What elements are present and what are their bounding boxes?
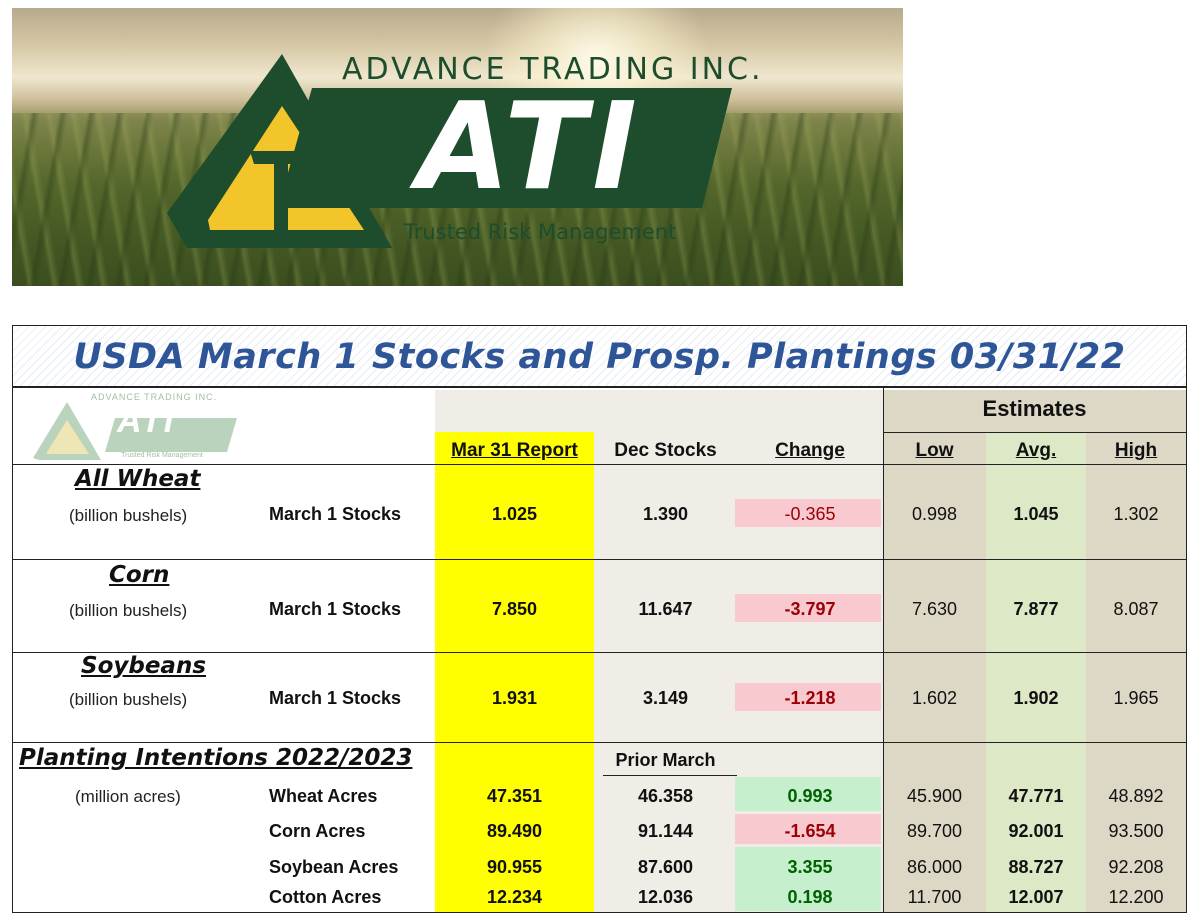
report-value: 1.025 [491, 504, 538, 524]
header-rule [13, 464, 1186, 465]
section-title-corn: Corn [109, 562, 170, 588]
report-table: USDA March 1 Stocks and Prosp. Plantings… [12, 325, 1187, 913]
change-cell [735, 814, 881, 844]
report-column-bg [435, 432, 594, 912]
logo-banner-icon [278, 88, 732, 208]
small-ati-logo-icon [33, 402, 237, 460]
change-value: -1.654 [784, 821, 836, 841]
low-value: 11.700 [907, 887, 962, 907]
estimates-header: Estimates [982, 396, 1087, 421]
prior-march-rule [603, 775, 737, 776]
header-change: Change [775, 440, 845, 461]
change-value: 3.355 [787, 857, 833, 877]
avg-value: 88.727 [1008, 857, 1064, 877]
change-cell [735, 847, 881, 911]
header-prior-stocks: Dec Stocks [614, 440, 717, 461]
prior-value: 1.390 [642, 504, 689, 524]
logo-text: ATI [417, 78, 643, 217]
tagline: Trusted Risk Management [404, 220, 677, 244]
report-value: 7.850 [491, 599, 538, 619]
unit-label: (million acres) [75, 787, 181, 806]
avg-value: 47.771 [1008, 786, 1064, 806]
high-value: 48.892 [1108, 786, 1164, 806]
prior-value: 12.036 [637, 887, 694, 907]
avg-value: 92.001 [1008, 821, 1064, 841]
avg-value: 1.902 [1013, 688, 1059, 708]
header-report: Mar 31 Report [451, 440, 578, 461]
prior-value: 3.149 [642, 688, 689, 708]
low-value: 7.630 [911, 599, 958, 619]
change-cell [735, 683, 881, 711]
row-label: March 1 Stocks [269, 688, 402, 708]
row-label: Soybean Acres [269, 857, 399, 877]
avg-value: 7.877 [1013, 599, 1059, 619]
title-bar: USDA March 1 Stocks and Prosp. Plantings… [13, 326, 1186, 388]
prior-value: 46.358 [637, 786, 694, 806]
header-high: High [1114, 440, 1158, 461]
estimates-divider [883, 432, 1186, 433]
prior-column-bg-body [594, 432, 737, 912]
unit-label: (billion bushels) [69, 690, 188, 709]
high-value: 8.087 [1113, 599, 1159, 619]
avg-column-bg [986, 432, 1086, 912]
row-label: Cotton Acres [269, 887, 382, 907]
header-low: Low [915, 440, 954, 461]
high-value: 1.302 [1113, 504, 1159, 524]
prior-value: 11.647 [638, 599, 693, 619]
change-value: -3.797 [784, 599, 836, 619]
banner: ADVANCE TRADING INC. ATI Trusted Risk Ma… [12, 8, 903, 286]
small-logo-company: ADVANCE TRADING INC. [91, 392, 218, 402]
prior-value: 87.600 [637, 857, 694, 877]
section-rule-2 [13, 652, 1186, 653]
prior-value: 91.144 [637, 821, 694, 841]
section-title-soybeans: Soybeans [81, 653, 207, 679]
row-label: March 1 Stocks [269, 504, 402, 524]
row-label: Corn Acres [269, 821, 366, 841]
report-value: 90.955 [486, 857, 543, 877]
estimates-left-rule [883, 388, 884, 912]
row-label: March 1 Stocks [269, 599, 402, 619]
change-value: -0.365 [784, 504, 836, 524]
row-label: Wheat Acres [269, 786, 378, 806]
change-cell [735, 777, 881, 811]
prior-column-bg [435, 390, 883, 432]
report-value: 12.234 [486, 887, 543, 907]
report-value: 89.490 [486, 821, 543, 841]
change-cell [735, 594, 881, 622]
section-rule-3 [13, 742, 1186, 743]
report-value: 47.351 [486, 786, 543, 806]
section-title-planting-intentions: Planting Intentions 2022/2023 [19, 745, 413, 771]
company-name: ADVANCE TRADING INC. [342, 52, 764, 87]
unit-label: (billion bushels) [69, 506, 188, 525]
small-logo-tagline: Trusted Risk Management [121, 452, 203, 459]
low-value: 1.602 [911, 688, 958, 708]
change-cell [735, 499, 881, 527]
high-value: 12.200 [1108, 887, 1164, 907]
low-value: 86.000 [906, 857, 963, 877]
high-value: 92.208 [1108, 857, 1164, 877]
section-title-all-wheat: All Wheat [75, 466, 201, 492]
low-value: 89.700 [906, 821, 963, 841]
header-avg: Avg. [1015, 440, 1057, 461]
change-value: 0.198 [787, 887, 833, 907]
header-prior-march: Prior March [615, 750, 716, 770]
avg-value: 12.007 [1008, 887, 1064, 907]
avg-value: 1.045 [1013, 504, 1059, 524]
low-value: 0.998 [911, 504, 958, 524]
unit-label: (billion bushels) [69, 601, 188, 620]
report-title: USDA March 1 Stocks and Prosp. Plantings… [73, 337, 1126, 377]
high-value: 93.500 [1108, 821, 1164, 841]
section-rule-1 [13, 559, 1186, 560]
report-value: 1.931 [491, 688, 538, 708]
small-logo-text: ATI [117, 402, 176, 440]
ati-logo [167, 54, 732, 248]
change-value: -1.218 [784, 688, 836, 708]
low-value: 45.900 [906, 786, 963, 806]
change-value: 0.993 [787, 786, 833, 806]
logo-t-icon [250, 151, 314, 230]
high-value: 1.965 [1113, 688, 1159, 708]
